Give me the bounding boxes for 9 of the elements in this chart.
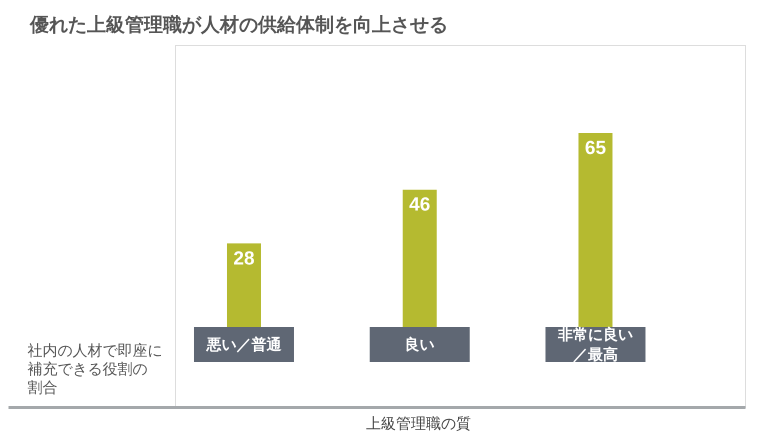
x-tick-label: 非常に良い／最高 bbox=[556, 326, 633, 364]
data-label: 28 bbox=[233, 248, 255, 270]
y-axis-title: 社内の人材で即座に補充できる役割の割合 bbox=[28, 342, 162, 396]
x-tick-label: 良い bbox=[404, 336, 435, 354]
x-axis-title: 上級管理職の質 bbox=[366, 416, 471, 432]
data-label: 46 bbox=[409, 194, 430, 216]
chart-title: 優れた上級管理職が人材の供給体制を向上させる bbox=[29, 14, 448, 36]
data-label: 65 bbox=[584, 138, 606, 159]
x-tick-label: 悪い／普通 bbox=[205, 336, 282, 354]
